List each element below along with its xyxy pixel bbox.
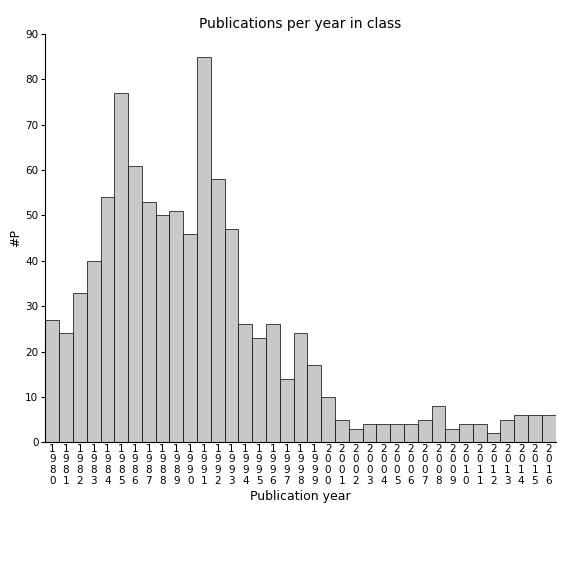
- Bar: [431, 406, 445, 442]
- Y-axis label: #P: #P: [10, 229, 23, 247]
- Bar: [486, 433, 501, 442]
- Bar: [362, 424, 376, 442]
- Bar: [183, 234, 197, 442]
- Bar: [73, 293, 87, 442]
- Bar: [542, 415, 556, 442]
- Bar: [390, 424, 404, 442]
- Bar: [514, 415, 528, 442]
- Bar: [376, 424, 390, 442]
- Bar: [418, 420, 431, 442]
- X-axis label: Publication year: Publication year: [250, 490, 351, 503]
- Bar: [294, 333, 307, 442]
- Bar: [197, 57, 211, 442]
- Bar: [115, 93, 128, 442]
- Bar: [445, 429, 459, 442]
- Bar: [280, 379, 294, 442]
- Bar: [225, 229, 239, 442]
- Bar: [252, 338, 266, 442]
- Bar: [170, 211, 183, 442]
- Bar: [473, 424, 486, 442]
- Bar: [404, 424, 418, 442]
- Bar: [87, 261, 100, 442]
- Bar: [321, 397, 335, 442]
- Bar: [349, 429, 362, 442]
- Bar: [335, 420, 349, 442]
- Bar: [459, 424, 473, 442]
- Bar: [266, 324, 280, 442]
- Bar: [239, 324, 252, 442]
- Bar: [307, 365, 321, 442]
- Bar: [59, 333, 73, 442]
- Bar: [142, 202, 156, 442]
- Bar: [100, 197, 115, 442]
- Bar: [45, 320, 59, 442]
- Bar: [156, 215, 170, 442]
- Title: Publications per year in class: Publications per year in class: [200, 18, 401, 31]
- Bar: [211, 179, 225, 442]
- Bar: [128, 166, 142, 442]
- Bar: [501, 420, 514, 442]
- Bar: [528, 415, 542, 442]
